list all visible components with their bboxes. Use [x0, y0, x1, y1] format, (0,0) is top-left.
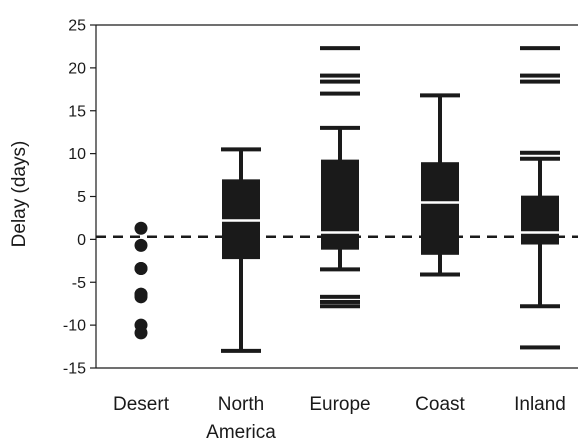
x-category-label: Coast — [415, 394, 465, 415]
outlier-mark — [520, 46, 560, 51]
outlier-mark — [520, 73, 560, 78]
x-category-label: North — [218, 394, 264, 415]
x-category-label: Desert — [113, 394, 170, 415]
box-group — [221, 147, 261, 353]
y-tick-label: 20 — [68, 60, 86, 77]
iqr-box — [222, 179, 260, 260]
y-ticks: 25 20 15 10 5 0 -5 -10 -15 — [63, 18, 96, 378]
iqr-box — [521, 195, 559, 245]
outlier-mark — [320, 304, 360, 309]
outlier-mark — [520, 150, 560, 155]
y-tick-label: 10 — [68, 146, 86, 163]
y-tick-label: -5 — [72, 275, 86, 292]
box-groups — [134, 46, 560, 353]
y-tick-label: -10 — [63, 318, 86, 335]
y-tick-label: 15 — [68, 103, 86, 120]
outlier-mark — [520, 345, 560, 350]
y-axis-label: Delay (days) — [9, 141, 30, 248]
box-group — [134, 221, 148, 340]
iqr-box — [421, 162, 459, 255]
box-group — [320, 46, 360, 309]
outlier-mark — [320, 73, 360, 78]
outlier-mark — [320, 91, 360, 96]
iqr-box — [321, 159, 359, 250]
outlier-mark — [320, 294, 360, 299]
outlier-mark — [320, 79, 360, 84]
x-category-label: Europe — [309, 394, 370, 415]
data-point — [134, 221, 148, 235]
outlier-mark — [320, 299, 360, 304]
y-tick-label: 25 — [68, 18, 86, 35]
data-point — [134, 326, 148, 340]
y-tick-label: 0 — [77, 232, 86, 249]
outlier-mark — [520, 79, 560, 84]
x-category-label: America — [206, 422, 276, 443]
data-point — [134, 238, 148, 252]
y-tick-label: -15 — [63, 361, 86, 378]
x-category-labels: Desert North America Europe Coast Inland — [113, 394, 566, 443]
x-category-label: Inland — [514, 394, 566, 415]
data-point — [134, 287, 148, 301]
data-point — [134, 262, 148, 276]
y-tick-label: 5 — [77, 189, 86, 206]
box-group — [420, 93, 460, 277]
outlier-mark — [320, 46, 360, 51]
box-group — [520, 46, 560, 350]
